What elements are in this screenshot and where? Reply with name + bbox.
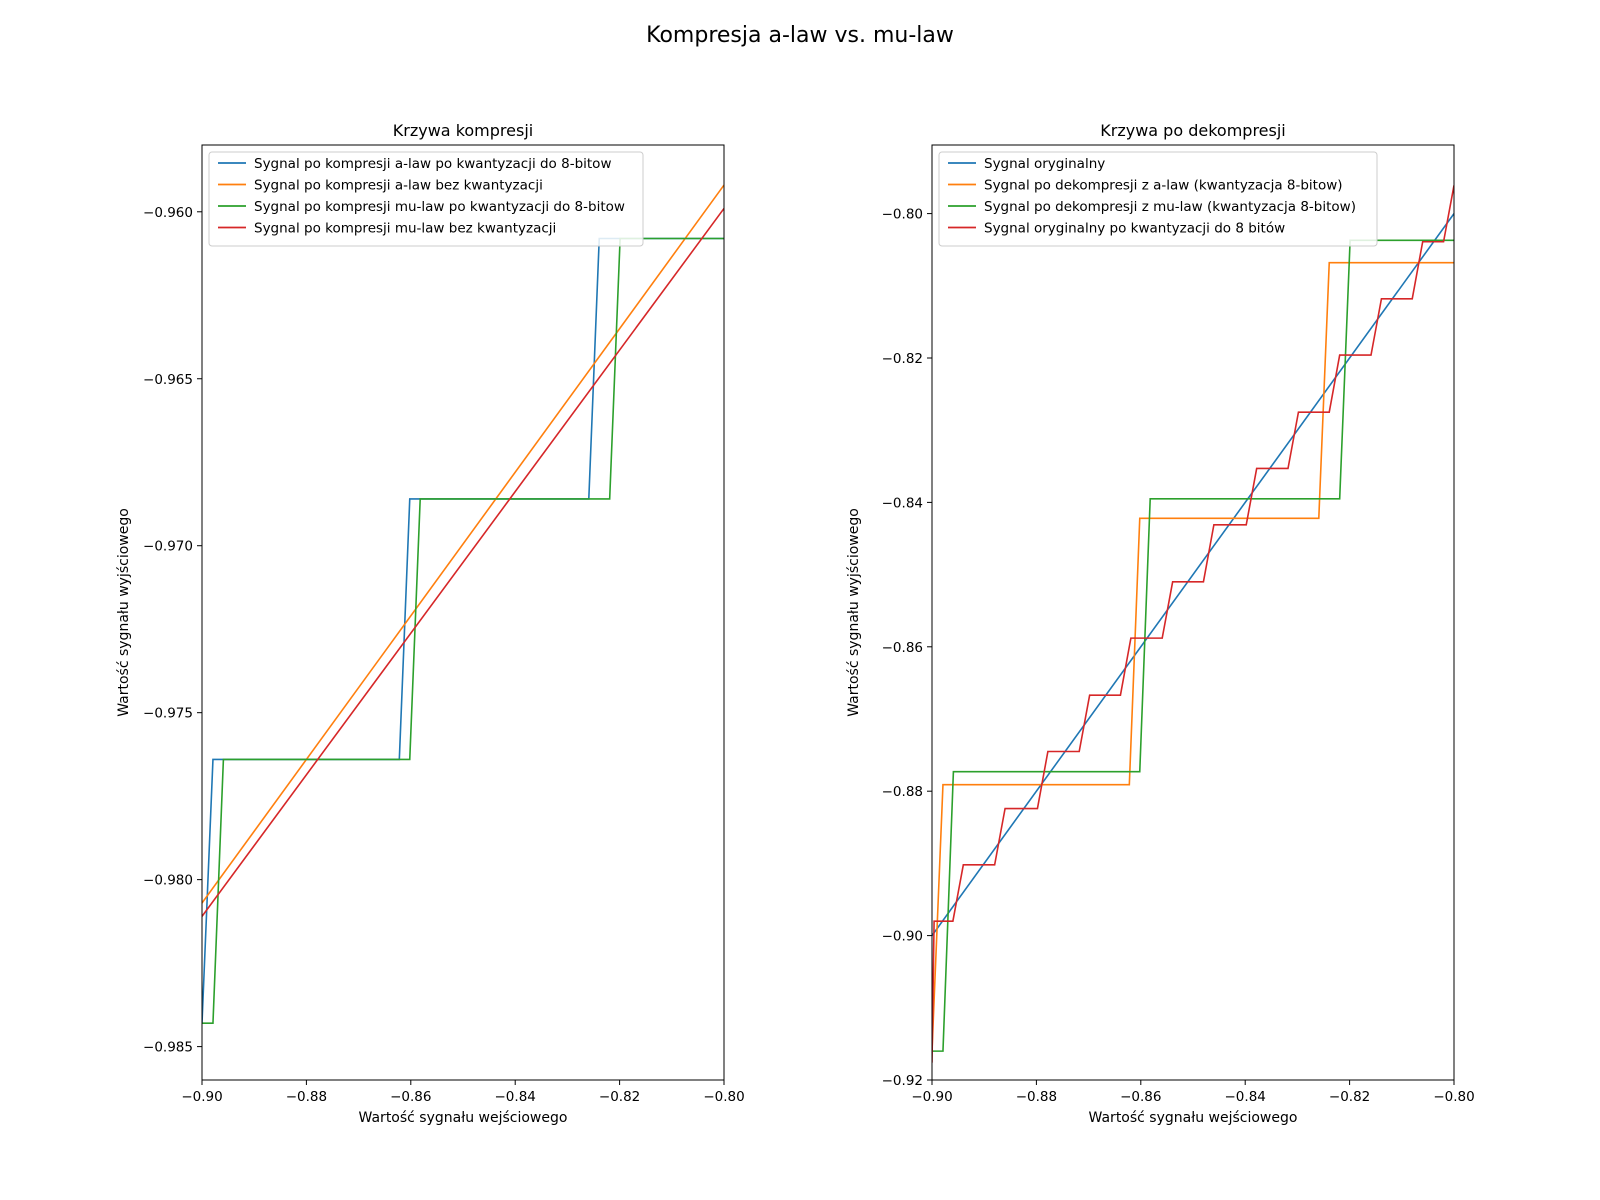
x-tick-label: −0.88: [1016, 1089, 1057, 1105]
y-tick-label: −0.965: [143, 372, 193, 388]
x-axis-label: Wartość sygnału wejściowego: [359, 1110, 568, 1126]
x-tick-label: −0.82: [1329, 1089, 1370, 1105]
x-tick-label: −0.90: [181, 1089, 222, 1105]
decompression-curve-panel: Krzywa po dekompresji −0.90 −0.88 −0.86 −0.8…: [846, 121, 1475, 1126]
x-tick-label: −0.84: [1225, 1089, 1266, 1105]
figure-title: Kompresja a-law vs. mu-law: [646, 23, 954, 48]
panel-title: Krzywa po dekompresji: [1100, 121, 1285, 140]
legend-label: Sygnal po kompresji a-law po kwantyzacji…: [254, 156, 611, 172]
x-tick-label: −0.84: [495, 1089, 536, 1105]
series-group: [932, 185, 1454, 1063]
legend-box: [938, 151, 1378, 247]
series-group: [202, 184, 724, 1025]
legend-label: Sygnal po dekompresji z a-law (kwantyzac…: [984, 178, 1343, 194]
legend-label: Sygnal po kompresji mu-law bez kwantyzac…: [254, 221, 556, 237]
series-line-2: [202, 184, 724, 904]
series-line-1: [202, 237, 724, 1024]
y-tick-label: −0.80: [882, 207, 923, 223]
y-tick-label: −0.82: [882, 351, 923, 367]
y-tick-label: −0.88: [882, 784, 923, 800]
y-tick-label: −0.960: [143, 205, 193, 221]
legend: Sygnal po kompresji a-law po kwantyzacji…: [208, 151, 644, 247]
x-axis-label: Wartość sygnału wejściowego: [1089, 1110, 1298, 1126]
y-axis-label: Wartość sygnału wyjściowego: [846, 508, 862, 717]
series-line-1: [932, 213, 1454, 937]
y-tick-label: −0.92: [882, 1073, 923, 1089]
axes-frame: [201, 144, 725, 1081]
x-tick-label: −0.80: [703, 1089, 744, 1105]
axes-frame: [931, 144, 1455, 1081]
legend-box: [208, 151, 644, 247]
y-tick-label: −0.86: [882, 640, 923, 656]
y-tick-label: −0.970: [143, 539, 193, 555]
y-axis-label: Wartość sygnału wyjściowego: [116, 508, 132, 717]
legend-label: Sygnal po kompresji mu-law po kwantyzacj…: [254, 199, 625, 215]
series-line-4: [202, 207, 724, 917]
x-tick-label: −0.90: [911, 1089, 952, 1105]
x-tick-label: −0.86: [390, 1089, 431, 1105]
x-tick-label: −0.86: [1120, 1089, 1161, 1105]
x-tick-label: −0.88: [286, 1089, 327, 1105]
y-tick-label: −0.90: [882, 929, 923, 945]
series-line-3: [202, 237, 724, 1025]
y-tick-label: −0.980: [143, 873, 193, 889]
y-tick-label: −0.985: [143, 1040, 193, 1056]
x-tick-label: −0.82: [599, 1089, 640, 1105]
y-tick-label: −0.84: [882, 495, 923, 511]
x-tick-label: −0.80: [1433, 1089, 1474, 1105]
legend: Sygnal oryginalny Sygnal po dekompresji z…: [938, 151, 1378, 247]
legend-label: Sygnal oryginalny: [984, 156, 1105, 172]
y-tick-label: −0.975: [143, 706, 193, 722]
legend-label: Sygnal po dekompresji z mu-law (kwantyza…: [984, 199, 1356, 215]
legend-label: Sygnal po kompresji a-law bez kwantyzacj…: [254, 178, 543, 194]
panel-title: Krzywa kompresji: [393, 121, 533, 140]
series-line-4: [932, 185, 1454, 1063]
series-line-2: [932, 261, 1454, 1052]
compression-curve-panel: Krzywa kompresji −0.90 −0.88 −0.86 −0.84 −0.8…: [116, 121, 745, 1126]
legend-label: Sygnal oryginalny po kwantyzacji do 8 bi…: [984, 221, 1285, 237]
series-line-3: [932, 239, 1454, 1052]
